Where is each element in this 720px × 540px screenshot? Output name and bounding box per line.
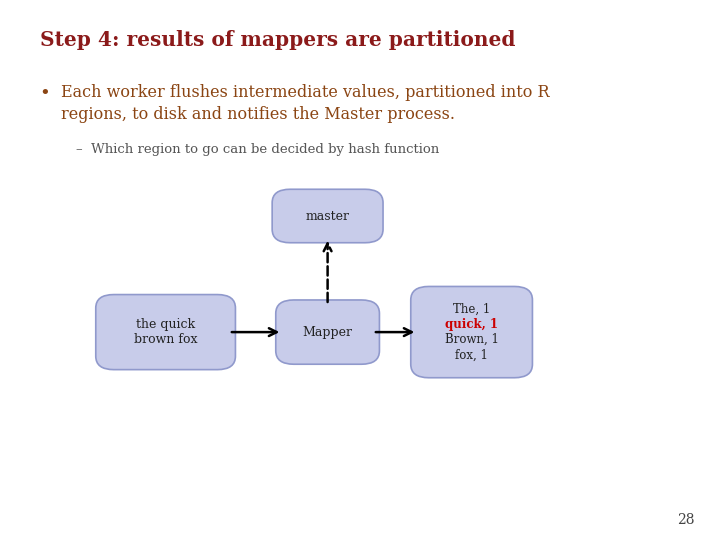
Text: –  Which region to go can be decided by hash function: – Which region to go can be decided by h…: [76, 143, 439, 156]
Text: Mapper: Mapper: [302, 326, 353, 339]
Text: master: master: [305, 210, 350, 222]
Text: •: •: [40, 84, 50, 102]
FancyBboxPatch shape: [96, 295, 235, 369]
Text: Step 4: results of mappers are partitioned: Step 4: results of mappers are partition…: [40, 30, 515, 50]
Text: Brown, 1: Brown, 1: [445, 333, 498, 346]
FancyBboxPatch shape: [276, 300, 379, 364]
Text: the quick
brown fox: the quick brown fox: [134, 318, 197, 346]
Text: fox, 1: fox, 1: [455, 348, 488, 361]
FancyBboxPatch shape: [272, 190, 383, 243]
Text: The, 1: The, 1: [453, 303, 490, 316]
Text: 28: 28: [678, 512, 695, 526]
Text: Each worker flushes intermediate values, partitioned into R
regions, to disk and: Each worker flushes intermediate values,…: [61, 84, 550, 123]
Text: quick, 1: quick, 1: [445, 318, 498, 331]
FancyBboxPatch shape: [410, 286, 533, 378]
